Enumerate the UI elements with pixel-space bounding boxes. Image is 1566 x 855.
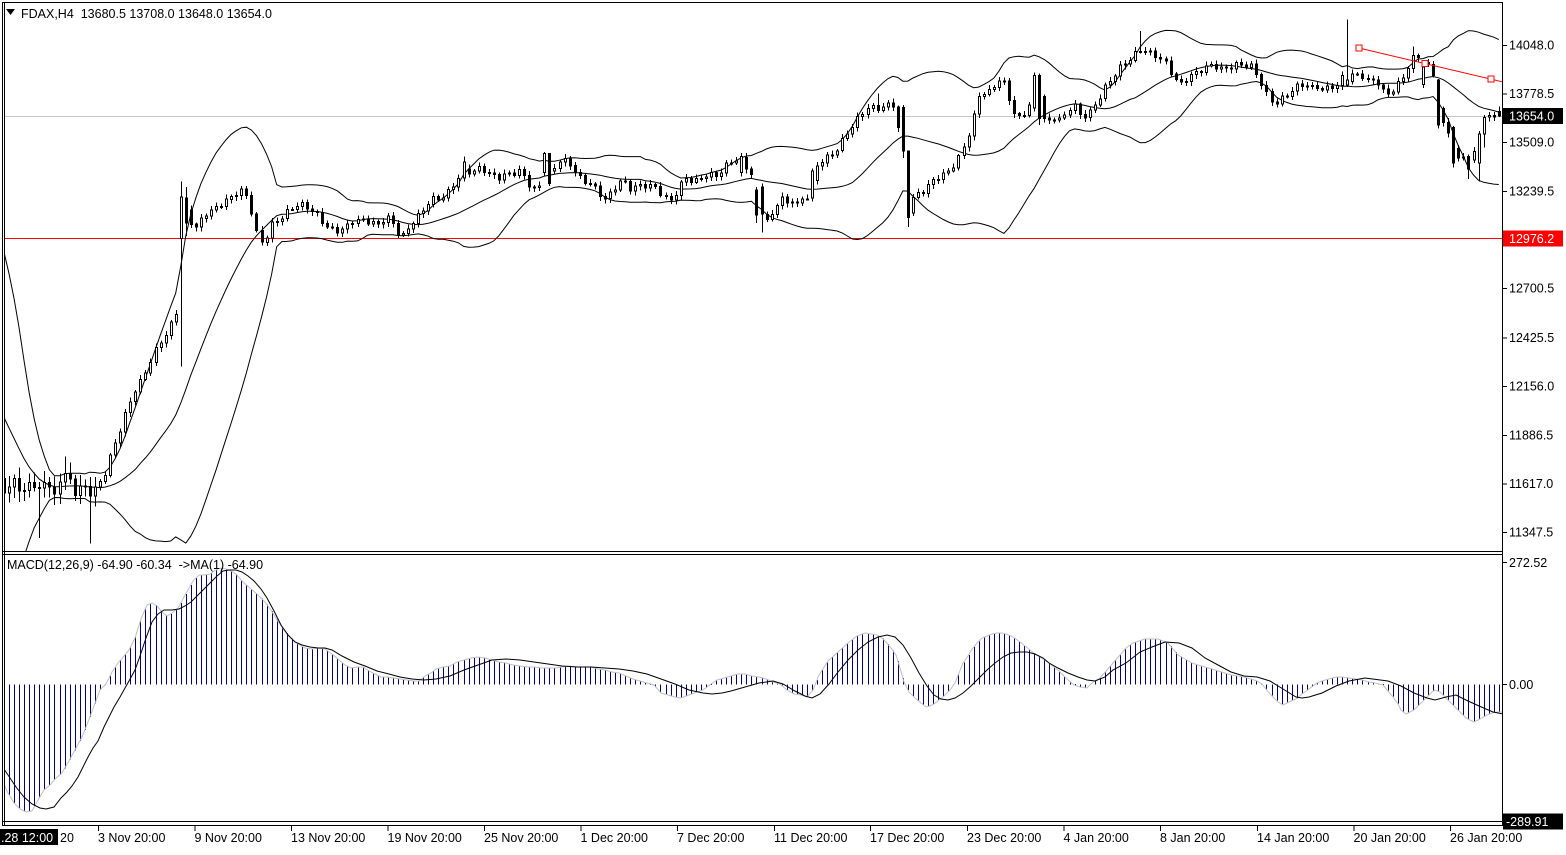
svg-text:11617.0: 11617.0 (1509, 477, 1553, 491)
svg-text:0.00: 0.00 (1509, 678, 1533, 692)
svg-text:26 Jan 20:00: 26 Jan 20:00 (1450, 831, 1522, 845)
svg-text:.28 12:00: .28 12:00 (1, 831, 53, 845)
svg-text:-289.91: -289.91 (1506, 815, 1548, 829)
svg-text:13778.5: 13778.5 (1509, 87, 1554, 101)
svg-text:23 Dec 20:00: 23 Dec 20:00 (967, 831, 1041, 845)
svg-text:4 Jan 20:00: 4 Jan 20:00 (1064, 831, 1129, 845)
svg-text:20 Jan 20:00: 20 Jan 20:00 (1354, 831, 1426, 845)
svg-text:13 Nov 20:00: 13 Nov 20:00 (291, 831, 365, 845)
svg-text:FDAX,H4 13680.5 13708.0 13648: FDAX,H4 13680.5 13708.0 13648.0 13654.0 (21, 7, 272, 21)
svg-text:14048.0: 14048.0 (1509, 39, 1554, 53)
svg-text:25 Nov 20:00: 25 Nov 20:00 (484, 831, 558, 845)
svg-text:12976.2: 12976.2 (1509, 232, 1554, 246)
svg-text:8 Jan 20:00: 8 Jan 20:00 (1160, 831, 1225, 845)
svg-text:MACD(12,26,9) -64.90 -60.34 -: MACD(12,26,9) -64.90 -60.34 ->MA(1) -64.… (7, 558, 263, 572)
svg-text:11347.5: 11347.5 (1509, 526, 1553, 540)
svg-text:1 Dec 20:00: 1 Dec 20:00 (581, 831, 648, 845)
svg-text:12156.0: 12156.0 (1509, 380, 1554, 394)
svg-text:12425.5: 12425.5 (1509, 331, 1554, 345)
svg-text:12700.5: 12700.5 (1509, 282, 1554, 296)
svg-text:17 Dec 20:00: 17 Dec 20:00 (870, 831, 944, 845)
svg-text:272.52: 272.52 (1509, 556, 1547, 570)
svg-text:9 Nov 20:00: 9 Nov 20:00 (195, 831, 262, 845)
svg-text:7 Dec 20:00: 7 Dec 20:00 (677, 831, 744, 845)
svg-text:11886.5: 11886.5 (1509, 428, 1553, 442)
svg-text:13654.0: 13654.0 (1509, 110, 1554, 124)
svg-text:13239.5: 13239.5 (1509, 184, 1554, 198)
svg-text:3 Nov 20:00: 3 Nov 20:00 (98, 831, 165, 845)
svg-text:20: 20 (60, 831, 74, 845)
svg-text:11 Dec 20:00: 11 Dec 20:00 (774, 831, 847, 845)
svg-text:14 Jan 20:00: 14 Jan 20:00 (1257, 831, 1329, 845)
svg-text:13509.0: 13509.0 (1509, 136, 1554, 150)
svg-text:19 Nov 20:00: 19 Nov 20:00 (388, 831, 462, 845)
